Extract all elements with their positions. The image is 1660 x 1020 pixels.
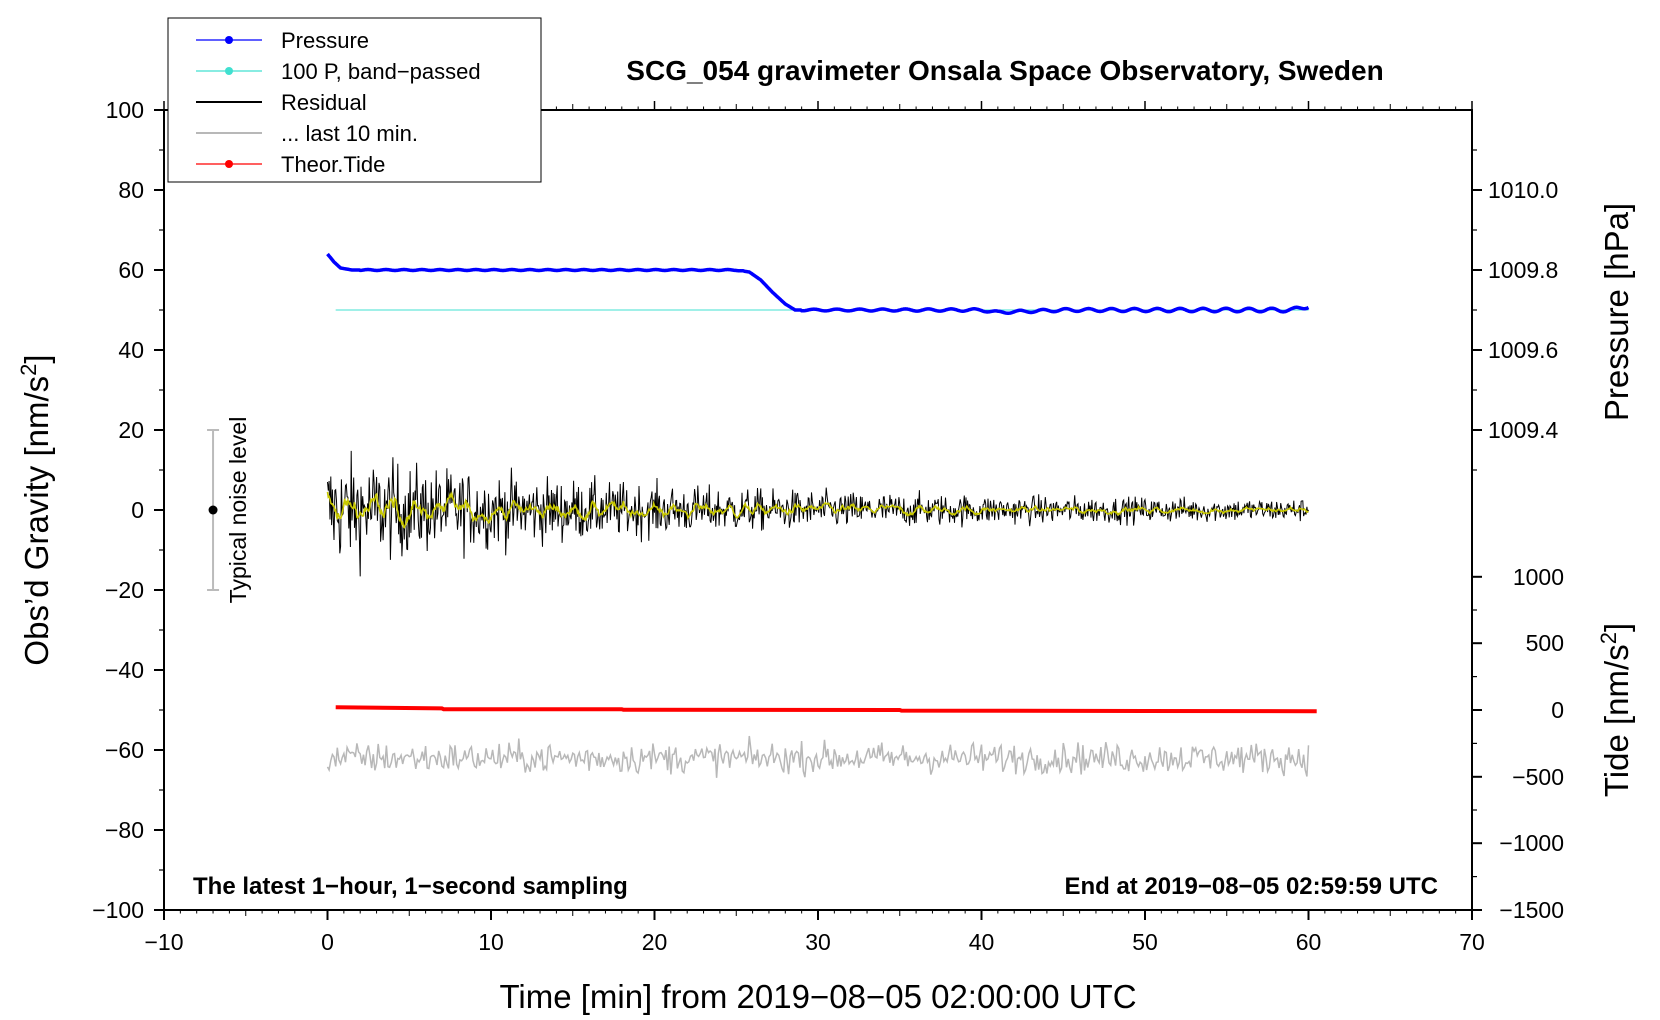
y-tick-label-tide: 500 — [1526, 630, 1564, 656]
x-tick-label: 20 — [642, 929, 668, 955]
legend: Pressure 100 P, band−passed Residual ... la… — [167, 17, 542, 183]
y-tick-label-pressure: 1009.4 — [1488, 417, 1559, 443]
x-tick-label: 40 — [969, 929, 995, 955]
y-axis-tide-title: Tide [nm/s2] — [1596, 623, 1635, 797]
axis-ticks: −10 0 10 20 30 40 50 60 70100806040200−20−40−60−… — [92, 97, 1564, 955]
x-tick-label: 60 — [1296, 929, 1322, 955]
y-tick-label-left: 0 — [131, 497, 144, 523]
legend-label: Residual — [281, 90, 367, 115]
noise-bar — [207, 429, 220, 591]
legend-marker — [225, 67, 233, 75]
y-tick-label-tide: −1000 — [1499, 830, 1564, 856]
y-tick-label-tide: 1000 — [1513, 564, 1564, 590]
series-pressure — [326, 252, 1310, 316]
legend-label: 100 P, band−passed — [281, 59, 481, 84]
y-tick-label-tide: −1500 — [1499, 897, 1564, 923]
y-tick-label-left: −100 — [92, 897, 144, 923]
series-residual-smoothed — [326, 490, 1309, 529]
legend-label: Theor.Tide — [281, 152, 385, 177]
y-tick-label-pressure: 1009.8 — [1488, 257, 1558, 283]
y-tick-label-left: −20 — [105, 577, 144, 603]
series-last-10-min — [326, 735, 1310, 778]
y-tick-label-tide: −500 — [1512, 764, 1564, 790]
legend-label: ... last 10 min. — [281, 121, 418, 146]
y-tick-label-tide: 0 — [1551, 697, 1564, 723]
x-tick-label: 0 — [321, 929, 334, 955]
y-axis-left-title: Obs’d Gravity [nm/s2] — [16, 354, 55, 665]
legend-box — [167, 17, 542, 183]
y-tick-label-pressure: 1010.0 — [1488, 177, 1558, 203]
y-tick-label-left: 40 — [118, 337, 144, 363]
x-tick-label: 70 — [1459, 929, 1485, 955]
data-series — [326, 252, 1317, 778]
y-tick-label-left: 20 — [118, 417, 144, 443]
series-residual — [327, 450, 1309, 577]
x-tick-label: 10 — [478, 929, 504, 955]
y-tick-label-left: −60 — [105, 737, 144, 763]
chart-title: SCG_054 gravimeter Onsala Space Observat… — [626, 55, 1383, 86]
legend-marker — [225, 36, 233, 44]
annotation-latest-hour: The latest 1−hour, 1−second sampling — [193, 873, 628, 900]
y-tick-label-left: 80 — [118, 177, 144, 203]
x-tick-label: 50 — [1132, 929, 1158, 955]
legend-label: Pressure — [281, 28, 369, 53]
annotation-end-time: End at 2019−08−05 02:59:59 UTC — [1064, 873, 1438, 900]
y-axis-pressure-title: Pressure [hPa] — [1598, 203, 1635, 421]
series-theoretical-tide — [335, 705, 1317, 714]
x-tick-label: −10 — [144, 929, 183, 955]
noise-bar-center-dot — [208, 505, 218, 515]
y-tick-label-left: −80 — [105, 817, 144, 843]
y-tick-label-left: 100 — [106, 97, 144, 123]
legend-marker — [225, 160, 233, 168]
x-axis-title: Time [min] from 2019−08−05 02:00:00 UTC — [499, 978, 1136, 1015]
y-tick-label-pressure: 1009.6 — [1488, 337, 1558, 363]
x-tick-label: 30 — [805, 929, 831, 955]
y-tick-label-left: 60 — [118, 257, 144, 283]
noise-bar-label: Typical noise level — [225, 417, 251, 604]
y-tick-label-left: −40 — [105, 657, 144, 683]
